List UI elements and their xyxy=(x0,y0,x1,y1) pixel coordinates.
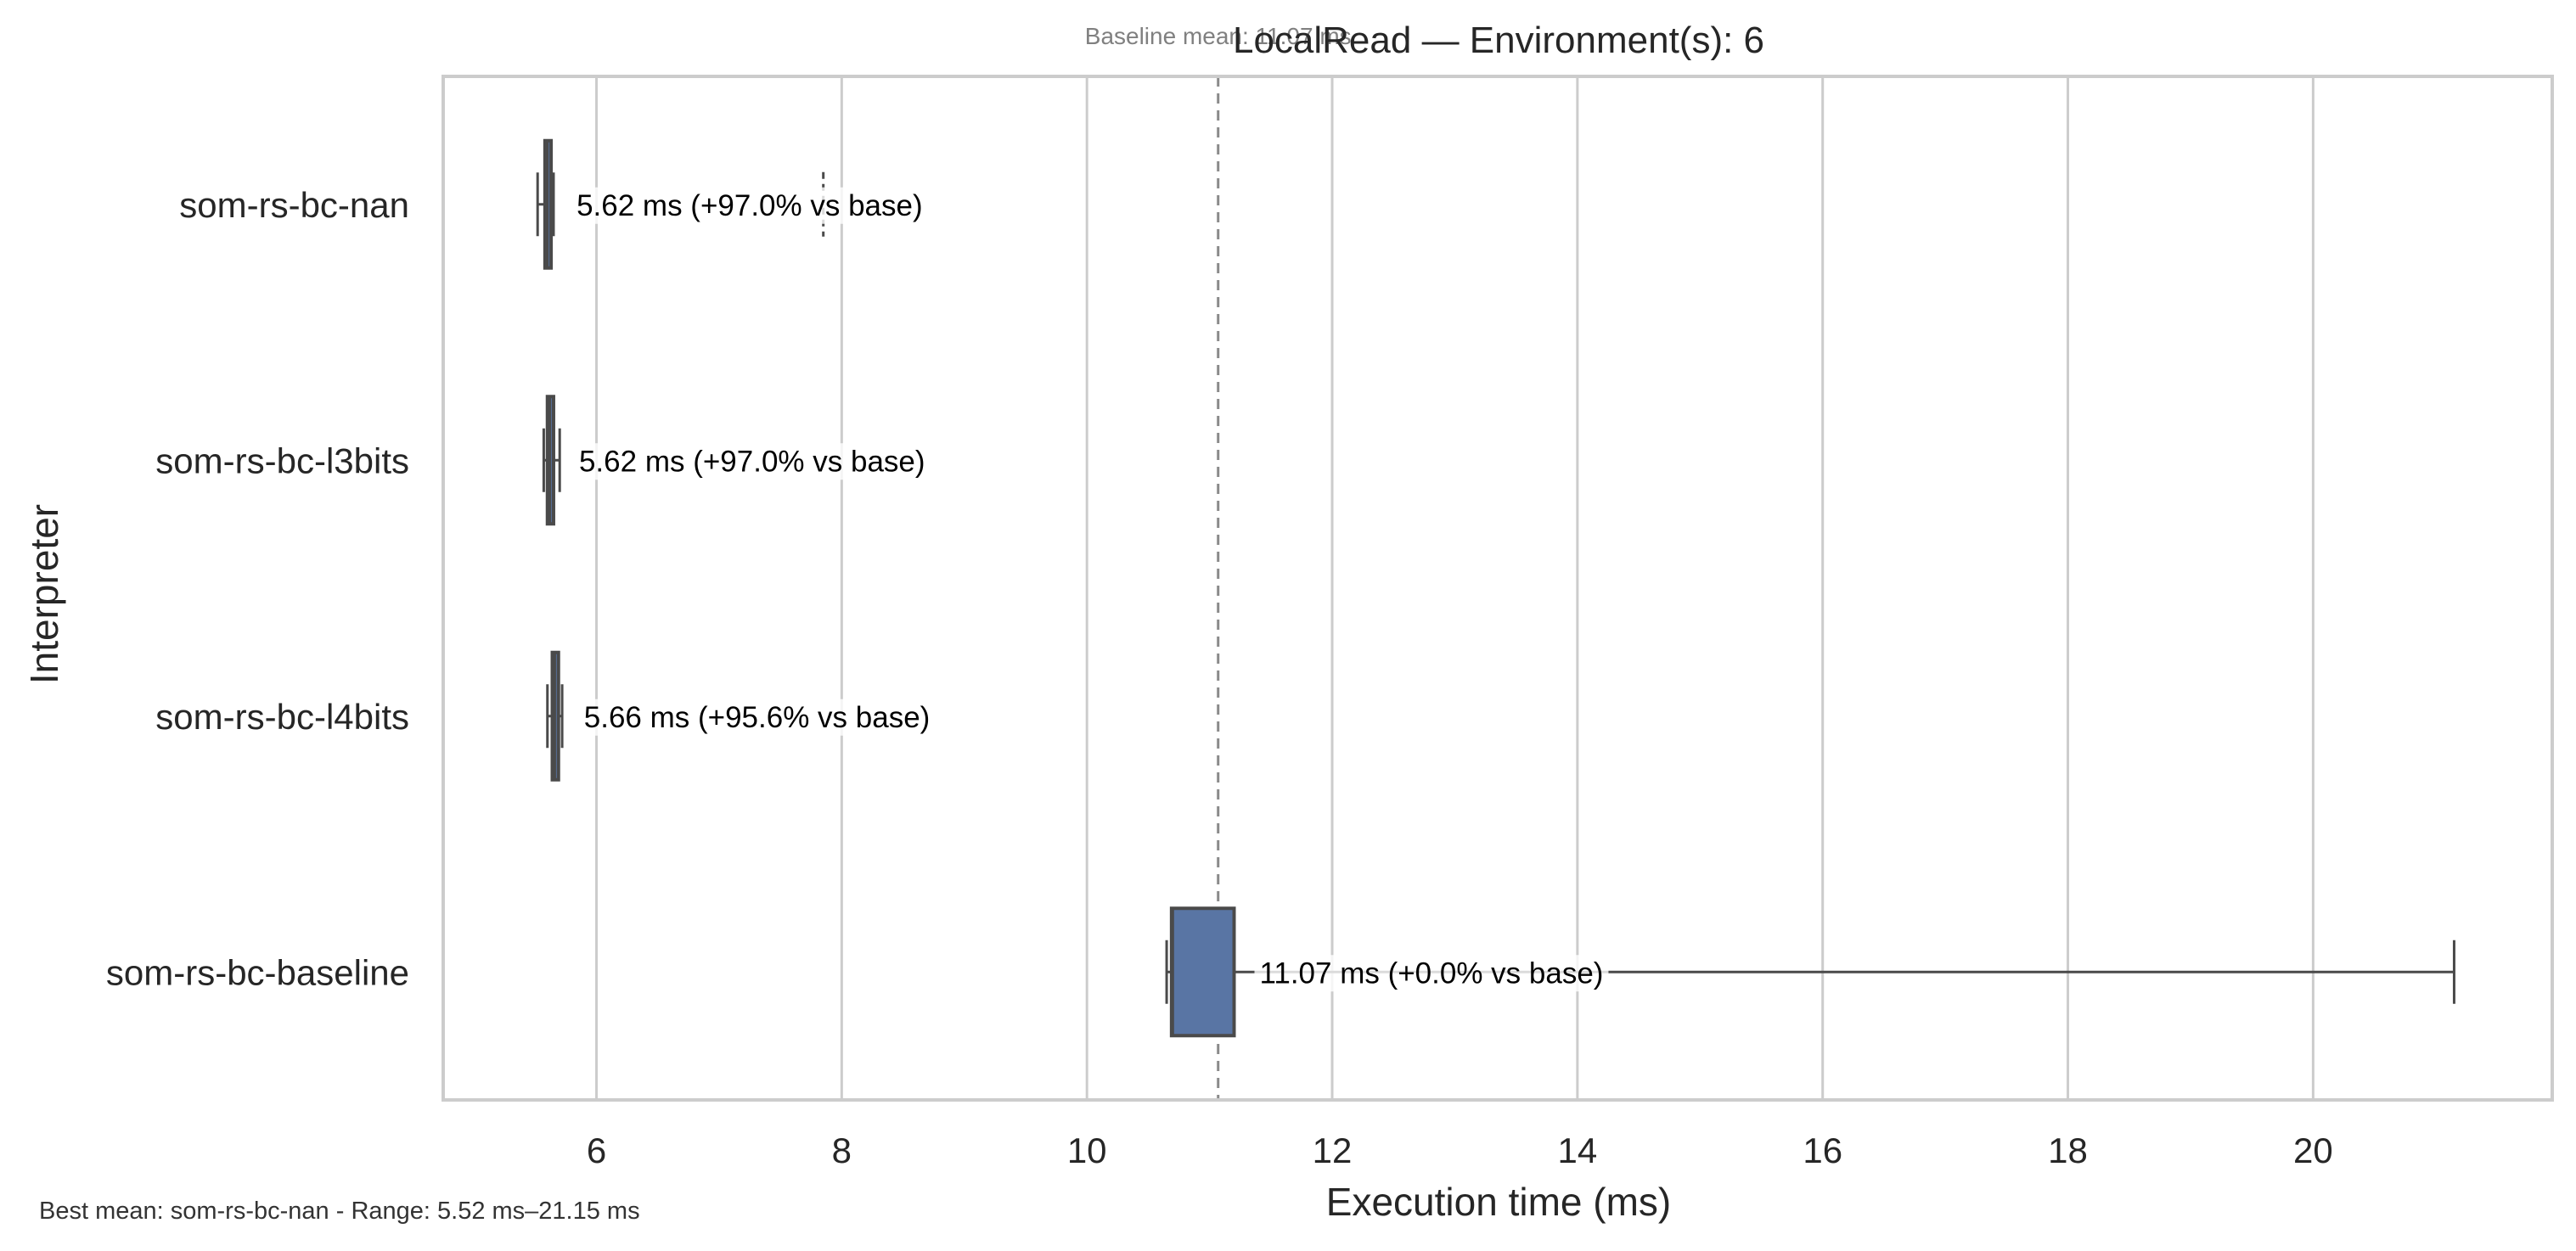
mean-label-background xyxy=(573,443,931,480)
box-som-rs-bc-nan xyxy=(536,138,825,270)
mean-label: 5.62 ms (+97.0% vs base) xyxy=(579,445,925,478)
mean-label: 11.07 ms (+0.0% vs base) xyxy=(1260,956,1604,990)
y-axis-label: Interpreter xyxy=(22,504,66,684)
x-tick-label: 14 xyxy=(1558,1130,1598,1170)
box-som-rs-bc-l3bits xyxy=(542,395,561,526)
grid-layer xyxy=(595,76,2314,1100)
mean-label-background xyxy=(578,698,936,736)
y-tick-label: som-rs-bc-l4bits xyxy=(155,697,409,737)
label-layer: 5.62 ms (+97.0% vs base) 5.62 ms (+97.0% … xyxy=(571,187,1609,992)
mean-label: 5.66 ms (+95.6% vs base) xyxy=(584,701,931,734)
footer-note: Best mean: som-rs-bc-nan - Range: 5.52 m… xyxy=(39,1198,640,1225)
x-tick-label: 12 xyxy=(1313,1130,1353,1170)
mean-label-background xyxy=(1254,955,1609,992)
chart-title: LocalRead — Environment(s): 6 xyxy=(1233,20,1764,61)
y-tick-label: som-rs-bc-nan xyxy=(179,185,409,225)
mean-label-background xyxy=(571,187,928,224)
plot-frame xyxy=(442,75,2554,1102)
x-tick-label: 18 xyxy=(2048,1130,2088,1170)
x-tick-label: 16 xyxy=(1803,1130,1842,1170)
baseline-mean-caption: Baseline mean: 11.07 ms xyxy=(1085,23,1352,49)
x-tick-label: 6 xyxy=(587,1130,606,1170)
x-tick-label: 10 xyxy=(1067,1130,1107,1170)
x-tick-layer: 6 8 10 12 14 16 18 20 xyxy=(587,1130,2333,1170)
y-tick-label: som-rs-bc-l3bits xyxy=(155,440,409,480)
x-tick-label: 20 xyxy=(2293,1130,2333,1170)
box-iqr xyxy=(1169,906,1236,1038)
mean-label: 5.62 ms (+97.0% vs base) xyxy=(577,189,923,222)
x-axis-label: Execution time (ms) xyxy=(1326,1180,1671,1224)
box-som-rs-bc-l4bits xyxy=(546,650,564,782)
x-tick-label: 8 xyxy=(832,1130,852,1170)
y-tick-layer: som-rs-bc-nan som-rs-bc-l3bits som-rs-bc-l… xyxy=(106,185,409,993)
y-tick-label: som-rs-bc-baseline xyxy=(106,952,409,992)
